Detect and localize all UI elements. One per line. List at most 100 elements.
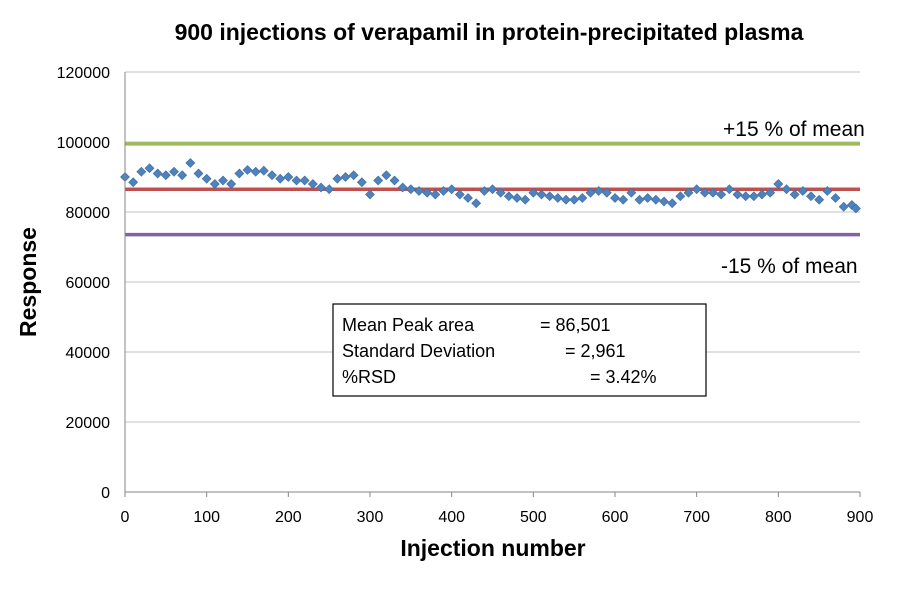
data-point	[144, 163, 155, 174]
data-point	[708, 187, 718, 198]
data-point	[226, 179, 237, 189]
data-point	[348, 170, 359, 181]
stat-sd-value: = 2,961	[565, 341, 626, 361]
data-point	[577, 193, 588, 203]
upper-limit-label: +15 % of mean	[723, 118, 865, 141]
stat-rsd-value: = 3.42%	[590, 367, 657, 387]
data-point	[365, 189, 375, 200]
data-point	[552, 193, 563, 203]
y-tick-labels: 0 20000 40000 60000 80000 100000 120000	[57, 65, 110, 502]
data-point	[267, 170, 277, 181]
y-tick-label: 20000	[66, 415, 111, 432]
data-point	[536, 189, 547, 200]
data-point	[218, 175, 228, 186]
data-point	[683, 187, 694, 198]
y-tick-label: 60000	[66, 275, 111, 292]
data-point	[699, 187, 710, 198]
data-point	[642, 193, 653, 203]
x-tick-label: 100	[193, 509, 220, 526]
data-point	[740, 191, 751, 202]
data-point	[748, 191, 759, 202]
data-point	[634, 194, 645, 205]
y-axis-title: Response	[15, 227, 41, 337]
data-point	[160, 170, 171, 181]
y-tick-label: 40000	[66, 345, 111, 362]
data-point	[732, 189, 743, 200]
stat-rsd-label: %RSD	[342, 367, 396, 387]
data-point	[601, 187, 612, 198]
data-point	[340, 172, 351, 182]
data-point	[405, 184, 416, 195]
data-point	[544, 191, 555, 202]
data-point	[373, 175, 384, 186]
stat-sd-label: Standard Deviation	[342, 341, 495, 361]
data-point	[806, 191, 816, 202]
data-point	[850, 203, 861, 214]
x-tick-label: 300	[357, 509, 384, 526]
data-point	[667, 198, 678, 209]
data-point	[471, 198, 482, 209]
data-point	[512, 193, 522, 203]
data-point	[136, 166, 147, 177]
stat-mean-value: = 86,501	[540, 315, 611, 335]
data-point	[209, 179, 220, 189]
data-point	[152, 168, 163, 179]
data-point	[234, 168, 245, 179]
data-point	[781, 184, 792, 195]
data-point	[659, 196, 669, 207]
lower-limit-label: -15 % of mean	[721, 255, 858, 278]
data-point	[185, 158, 196, 168]
data-point	[610, 193, 620, 203]
data-point	[797, 186, 808, 196]
data-point	[765, 187, 776, 198]
data-point	[299, 175, 310, 186]
data-point	[569, 194, 580, 205]
data-point	[397, 182, 408, 193]
data-point	[585, 187, 596, 198]
data-point	[675, 191, 686, 202]
stats-box: Mean Peak area = 86,501 Standard Deviati…	[332, 303, 707, 397]
data-point	[422, 187, 433, 198]
data-point	[454, 189, 465, 200]
y-tick-label: 120000	[57, 65, 110, 82]
data-point	[275, 173, 286, 184]
y-tick-label: 80000	[66, 205, 111, 222]
stat-mean-label: Mean Peak area	[342, 315, 475, 335]
data-point	[169, 166, 179, 177]
x-tick-label: 700	[683, 509, 710, 526]
x-tick-label: 900	[847, 509, 874, 526]
data-point	[503, 191, 514, 202]
x-tick-label: 0	[121, 509, 130, 526]
data-point	[250, 166, 261, 177]
data-point	[177, 170, 188, 181]
data-point	[201, 173, 212, 184]
data-point	[520, 194, 531, 205]
x-tick-label: 500	[520, 509, 547, 526]
data-point	[618, 194, 629, 205]
data-point	[258, 165, 269, 176]
data-point	[716, 189, 727, 200]
x-tick-label: 200	[275, 509, 302, 526]
data-point	[316, 182, 326, 193]
data-point	[814, 194, 825, 205]
data-point	[691, 184, 702, 195]
data-point	[291, 175, 302, 186]
data-point	[789, 189, 800, 200]
gridlines	[125, 71, 860, 423]
data-point	[414, 186, 424, 196]
data-point	[381, 170, 392, 181]
data-point	[830, 193, 841, 203]
y-tick-label: 0	[101, 485, 110, 502]
data-point	[446, 184, 457, 195]
data-point	[561, 194, 571, 205]
data-point	[487, 184, 498, 195]
data-point	[128, 177, 139, 188]
chart-title: 900 injections of verapamil in protein-p…	[175, 19, 804, 45]
x-tick-labels: 0 100 200 300 400 500 600 700 800 900	[121, 492, 874, 526]
data-point	[389, 175, 400, 186]
x-tick-label: 600	[602, 509, 629, 526]
data-point	[283, 172, 294, 182]
data-point	[324, 184, 335, 195]
data-point	[495, 187, 506, 198]
